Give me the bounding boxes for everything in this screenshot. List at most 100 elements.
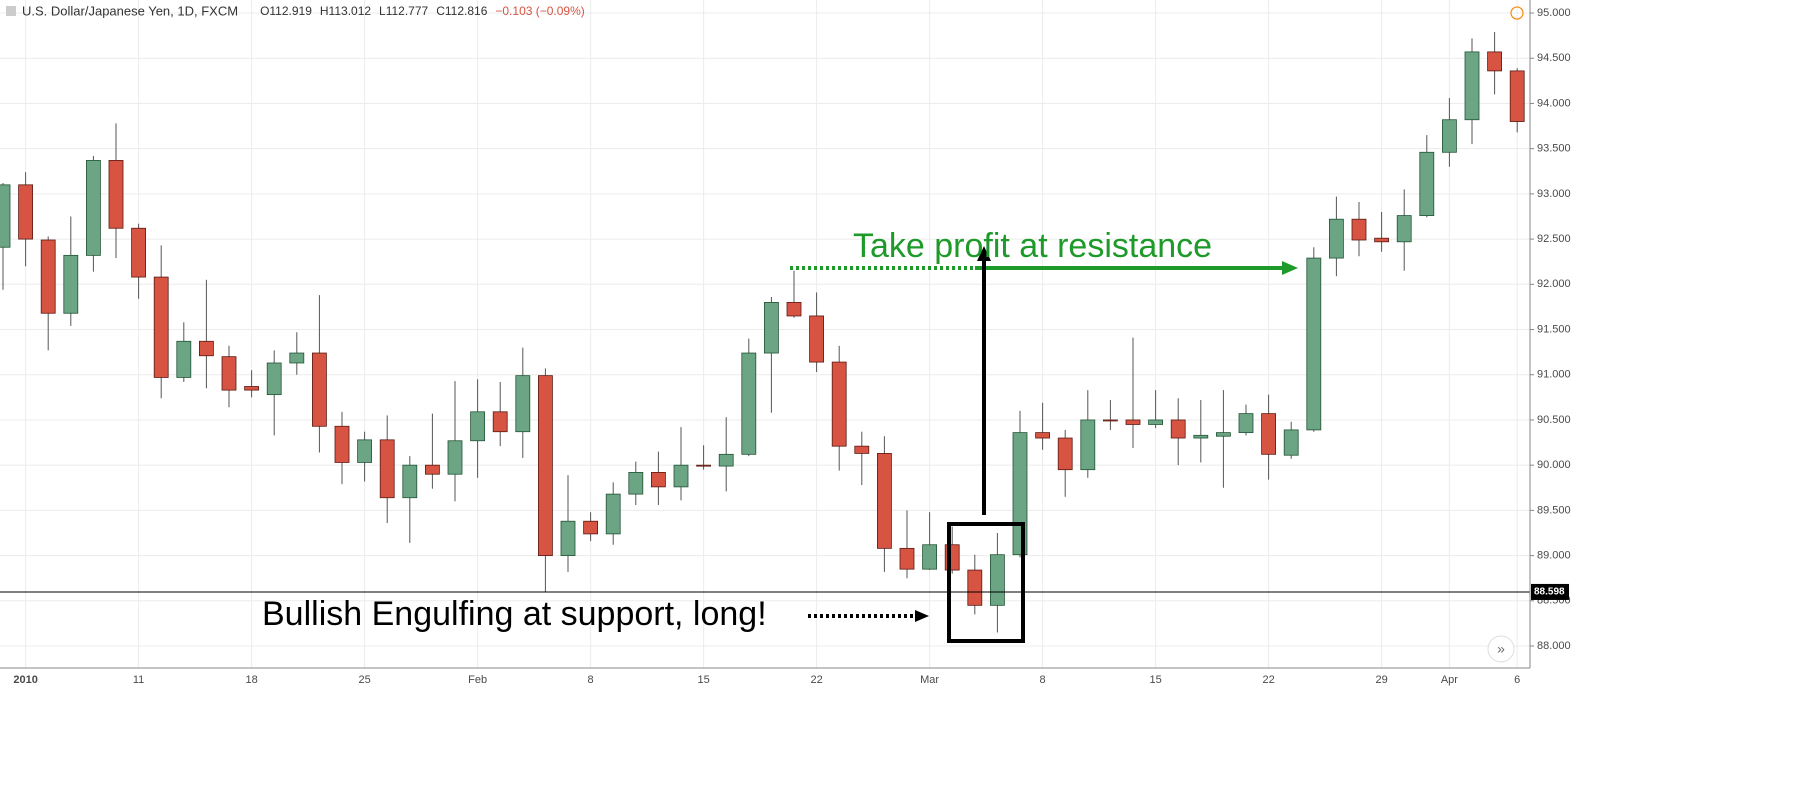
candle-body <box>1080 419 1096 471</box>
chart-title: U.S. Dollar/Japanese Yen, 1D, FXCM <box>22 3 238 18</box>
y-tick-label: 91.500 <box>1537 323 1571 335</box>
candle-body <box>153 276 169 378</box>
candle-body <box>741 352 757 455</box>
candle-body <box>492 411 508 433</box>
candle-body <box>1261 413 1276 455</box>
candle-body <box>1035 432 1050 439</box>
y-tick-label: 94.000 <box>1537 97 1571 109</box>
candle-body <box>221 356 237 391</box>
candle-body <box>922 544 937 570</box>
candle-body <box>967 569 983 606</box>
arrow-head <box>915 610 929 622</box>
y-tick-label: 90.000 <box>1537 459 1571 471</box>
candle-body <box>63 254 79 314</box>
candle-body <box>289 352 305 364</box>
candle-body <box>583 520 598 535</box>
candle-body <box>696 464 711 467</box>
ohlc-header: O112.919 H113.012 L112.777 C112.816 −0.103 (… <box>260 4 585 18</box>
candle-body <box>1057 437 1073 471</box>
candle-body <box>131 227 147 278</box>
candle-body <box>538 375 553 556</box>
candle-body <box>266 362 282 396</box>
candle-body <box>1464 51 1480 121</box>
price-label-box <box>1531 583 1569 600</box>
candle-body <box>1238 413 1254 434</box>
x-tick-label: 6 <box>1514 674 1520 686</box>
candle-body <box>424 464 440 475</box>
x-tick-label: 15 <box>697 674 709 686</box>
candles: 88.598 <box>0 32 1569 633</box>
y-tick-label: 93.500 <box>1537 143 1571 155</box>
candle-body <box>1509 70 1525 122</box>
candle-body <box>379 439 395 499</box>
annotation: Take profit at resistance <box>853 227 1212 265</box>
candle-body <box>899 547 915 570</box>
highlight-box <box>947 522 1025 643</box>
x-tick-label: 2010 <box>13 674 37 686</box>
candle-body <box>651 472 666 488</box>
candle-body <box>786 301 802 317</box>
candle-body <box>1193 434 1209 439</box>
candle-body <box>40 239 56 314</box>
candle-body <box>176 340 192 378</box>
candle-body <box>1329 218 1344 259</box>
candle-body <box>1125 419 1141 425</box>
ohlc-value: −0.103 (−0.09%) <box>495 4 584 18</box>
candle-body <box>357 439 373 463</box>
y-tick-label: 91.000 <box>1537 369 1571 381</box>
candle-body <box>108 160 124 229</box>
candle-body <box>86 160 101 256</box>
y-tick-label: 89.000 <box>1537 550 1571 562</box>
ohlc-value: L112.777 <box>379 4 428 18</box>
ohlc-value: H113.012 <box>320 4 371 18</box>
scroll-icon[interactable]: » <box>1497 641 1505 657</box>
candle-body <box>831 361 847 447</box>
candle-body <box>764 301 779 354</box>
x-tick-label: 29 <box>1375 674 1387 686</box>
candle-body <box>1170 419 1186 439</box>
arrow-head <box>1282 261 1298 275</box>
y-tick-label: 89.500 <box>1537 504 1571 516</box>
candle-body <box>334 425 350 463</box>
candle-body <box>809 315 824 363</box>
x-tick-label: Feb <box>468 674 487 686</box>
x-tick-label: 11 <box>133 674 144 686</box>
candle-body <box>1148 419 1163 425</box>
candle-body <box>1487 51 1502 72</box>
candle-body <box>1396 215 1412 243</box>
candle-body <box>18 184 34 240</box>
x-tick-label: 8 <box>1040 674 1046 686</box>
y-tick-label: 88.000 <box>1537 640 1571 652</box>
x-tick-label: 25 <box>358 674 370 686</box>
candle-body <box>1442 119 1457 153</box>
scroll-button[interactable] <box>1487 635 1515 663</box>
ohlc-value: C112.816 <box>436 4 487 18</box>
candle-body <box>198 340 214 357</box>
candle-body <box>1351 218 1367 241</box>
candle-body <box>447 440 463 475</box>
candle-body <box>1103 419 1118 422</box>
candle-body <box>1306 257 1322 431</box>
x-tick-label: 15 <box>1149 674 1161 686</box>
x-tick-label: 18 <box>245 674 257 686</box>
candle-body <box>854 445 870 454</box>
y-tick-label: 92.000 <box>1537 278 1571 290</box>
y-tick-label: 90.500 <box>1537 414 1571 426</box>
candle-body <box>1374 237 1389 243</box>
x-tick-label: 22 <box>1262 674 1274 686</box>
y-tick-label: 95.000 <box>1537 7 1571 19</box>
y-tick-label: 92.500 <box>1537 233 1571 245</box>
alert-icon <box>1510 6 1524 20</box>
symbol-icon <box>6 6 16 16</box>
x-tick-label: Apr <box>1441 674 1458 686</box>
annotation: Bullish Engulfing at support, long! <box>262 595 767 633</box>
arrow-head <box>977 246 991 261</box>
candle-body <box>1216 432 1231 437</box>
price-label: 88.598 <box>1534 587 1565 598</box>
candle-body <box>990 554 1005 606</box>
x-tick-label: Mar <box>920 674 939 686</box>
candle-body <box>311 352 327 427</box>
candle-body <box>673 464 689 488</box>
